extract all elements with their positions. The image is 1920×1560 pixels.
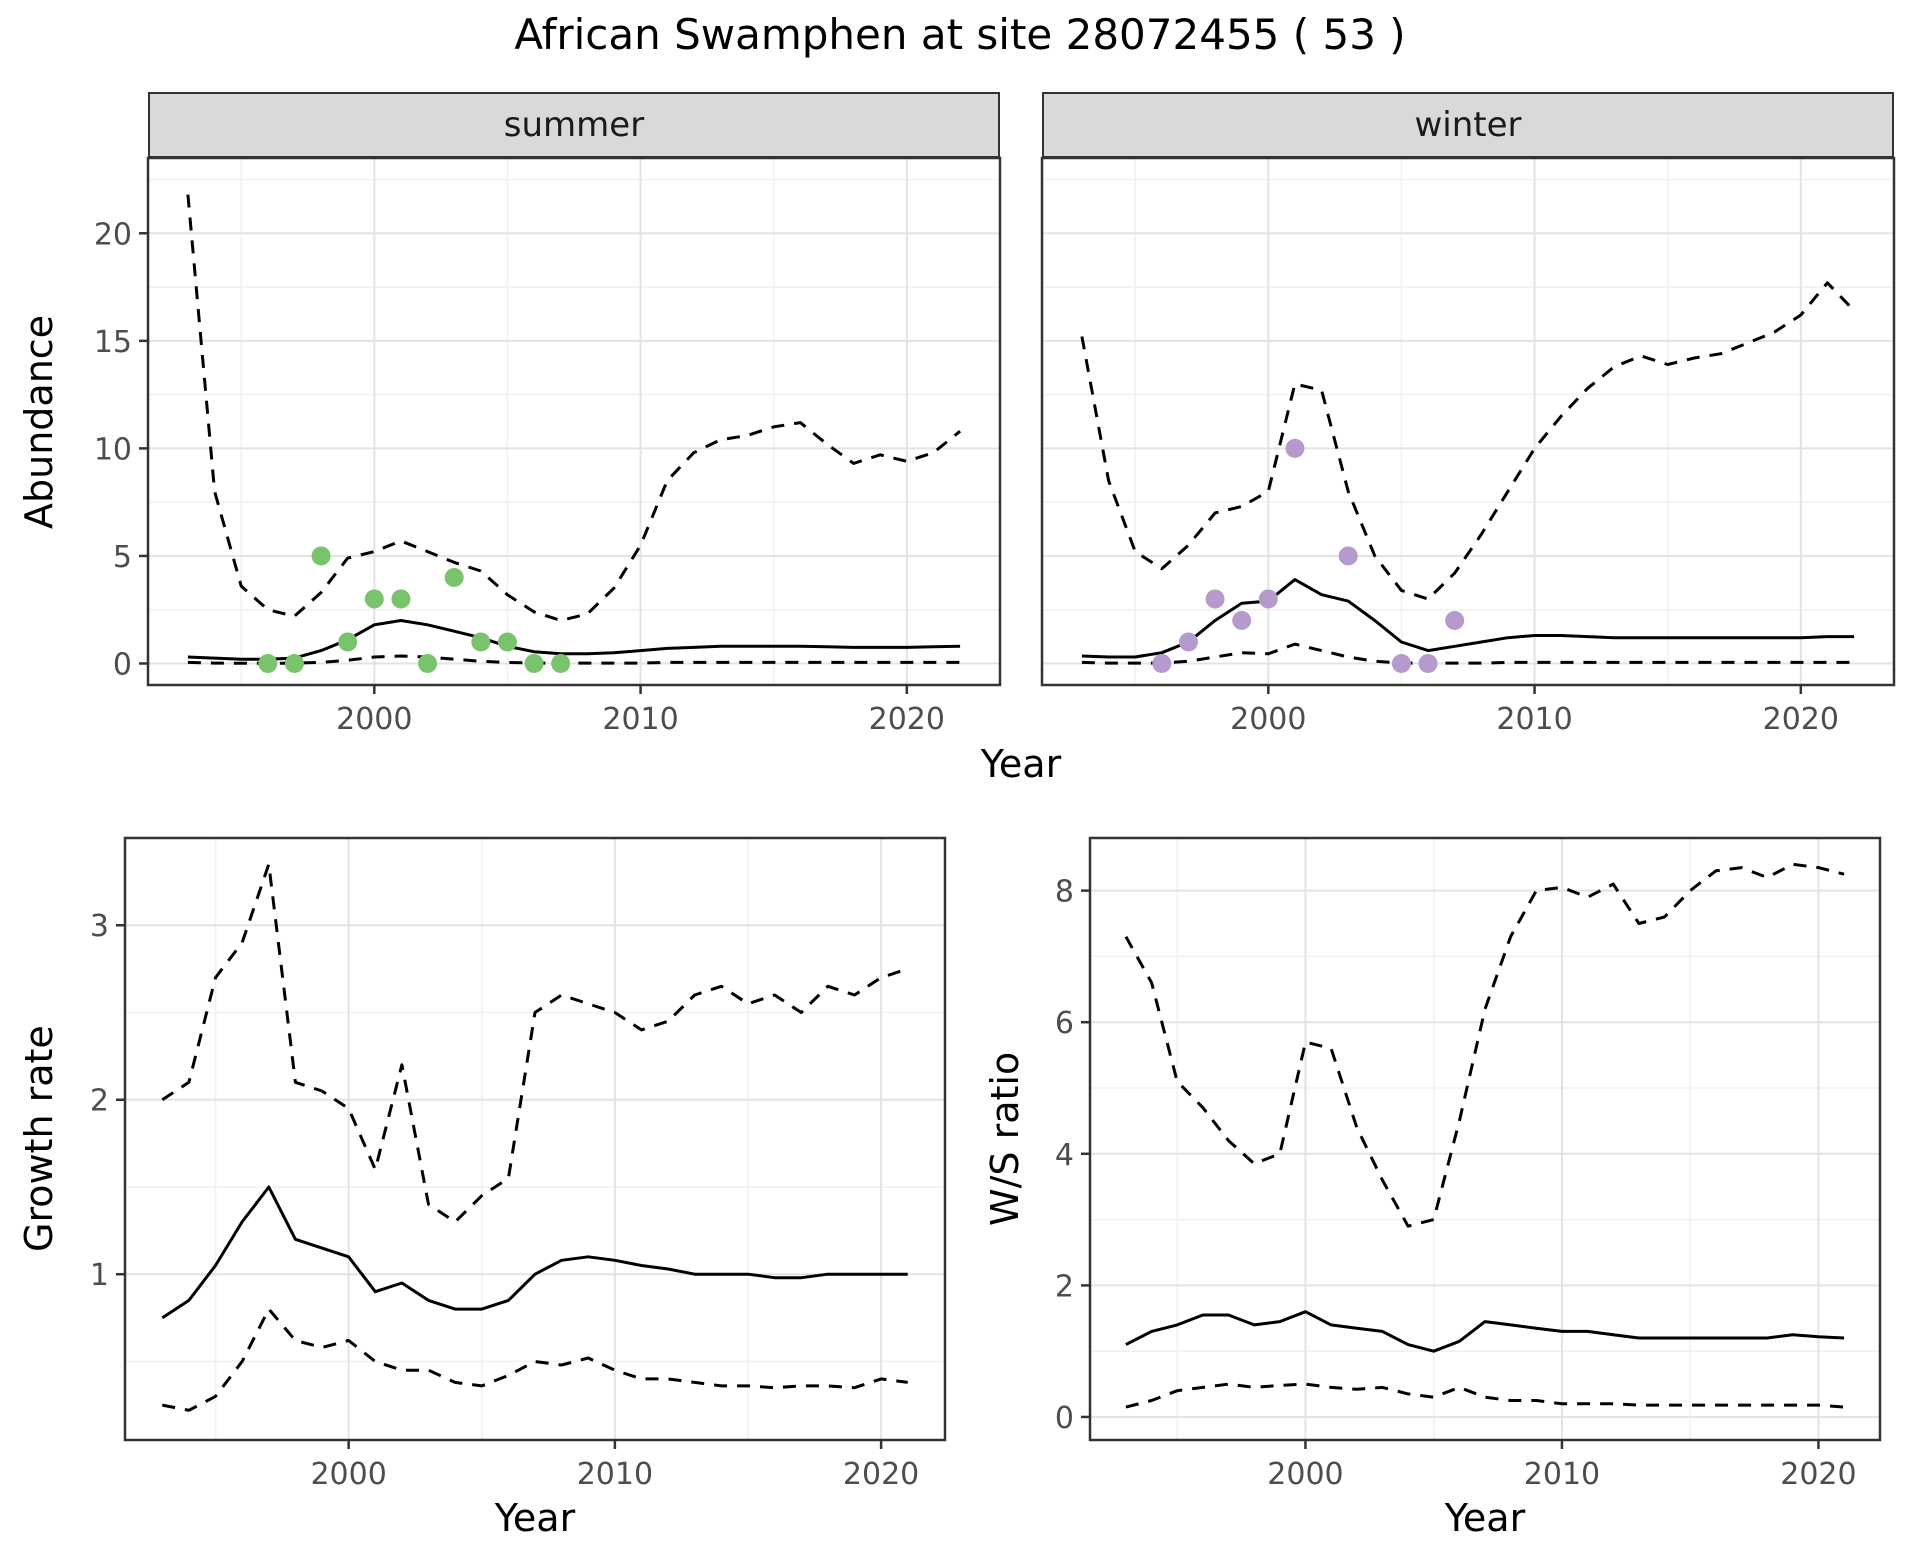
gridlines <box>1042 158 1894 685</box>
x-tick-label: 2000 <box>1267 1457 1343 1492</box>
growth_rate-mean-line <box>161 1185 908 1320</box>
y-tick-label: 0 <box>1055 1401 1074 1436</box>
x-axis-title-top: Year <box>980 742 1062 786</box>
ws_ratio-upper_ci-line <box>1124 862 1845 1228</box>
axis-ws_ratio: 2000 2010 2020 0 2 4 6 8 <box>1055 875 1857 1492</box>
data-point <box>364 589 384 609</box>
x-tick-label: 2020 <box>1763 702 1839 737</box>
y-axis-title-growth: Growth rate <box>17 1025 61 1253</box>
facet-strip-summer: summer <box>148 92 1000 158</box>
growth_rate-lower_ci-line <box>162 1307 908 1412</box>
y-tick-label: 1 <box>90 1258 109 1293</box>
data-point <box>311 546 331 566</box>
y-tick-label: 6 <box>1055 1006 1074 1041</box>
data-point <box>1418 653 1438 673</box>
data-point <box>497 632 517 652</box>
y-tick-label: 2 <box>1055 1269 1074 1304</box>
y-tick-label: 5 <box>113 540 132 575</box>
data-point <box>1152 653 1172 673</box>
axis-abundance_winter: 2000 2010 2020 <box>1230 685 1839 737</box>
growth_rate-upper_ci-line <box>161 862 909 1224</box>
x-tick-label: 2010 <box>1524 1457 1600 1492</box>
ws_ratio-lower_ci-line <box>1125 1382 1845 1409</box>
panel-ws_ratio: 2000 2010 2020 0 2 4 6 8 <box>1055 836 1882 1492</box>
y-axis-title-abundance: Abundance <box>17 314 61 529</box>
abundance_summer-upper_ci-line <box>186 194 962 622</box>
panel-background <box>125 838 945 1440</box>
panel-background <box>1090 838 1880 1440</box>
panel-border <box>1088 836 1882 1442</box>
abundance_summer-mean-line <box>187 619 961 661</box>
y-tick-label: 0 <box>113 647 132 682</box>
abundance_summer-lower_ci-line <box>187 654 961 665</box>
axis-growth_rate: 2000 2010 2020 1 2 3 <box>90 909 919 1492</box>
abundance_winter-upper_ci-line <box>1080 281 1856 601</box>
axis-abundance_summer: 2000 2010 2020 0 5 10 15 20 <box>94 217 945 737</box>
x-tick-label: 2000 <box>310 1457 386 1492</box>
y-tick-label: 3 <box>90 909 109 944</box>
ws_ratio-mean-line <box>1125 1310 1845 1353</box>
data-point <box>1445 610 1465 630</box>
gridlines <box>148 158 1000 685</box>
data-point <box>1285 438 1305 458</box>
data-point <box>551 653 571 673</box>
panel-abundance_winter: 2000 2010 2020 <box>1040 156 1896 737</box>
panel-border <box>146 156 1002 687</box>
data-point <box>258 653 278 673</box>
y-tick-label: 8 <box>1055 875 1074 910</box>
panel-background <box>1042 158 1894 685</box>
observed_counts_summer <box>258 546 571 673</box>
panel-abundance_summer: 2000 2010 2020 0 5 10 15 20 <box>94 156 1002 737</box>
data-point <box>1391 653 1411 673</box>
data-point <box>524 653 544 673</box>
abundance_winter-lower_ci-line <box>1081 642 1855 665</box>
data-point <box>471 632 491 652</box>
y-tick-label: 2 <box>90 1084 109 1119</box>
panel-background <box>148 158 1000 685</box>
x-tick-label: 2010 <box>577 1457 653 1492</box>
x-tick-label: 2010 <box>1496 702 1572 737</box>
y-tick-label: 10 <box>94 432 132 467</box>
x-tick-label: 2020 <box>843 1457 919 1492</box>
x-tick-label: 2020 <box>869 702 945 737</box>
data-point <box>1232 610 1252 630</box>
x-axis-title-ws: Year <box>1444 1496 1526 1540</box>
gridlines <box>1090 838 1880 1440</box>
data-point <box>1338 546 1358 566</box>
y-tick-label: 15 <box>94 325 132 360</box>
facet-strip-winter-label: winter <box>1414 105 1522 145</box>
y-tick-label: 20 <box>94 217 132 252</box>
x-tick-label: 2000 <box>1230 702 1306 737</box>
data-point <box>1178 632 1198 652</box>
data-point <box>418 653 438 673</box>
data-point <box>284 653 304 673</box>
y-tick-label: 4 <box>1055 1138 1074 1173</box>
facet-strip-winter: winter <box>1042 92 1894 158</box>
x-tick-label: 2010 <box>602 702 678 737</box>
x-axis-title-growth: Year <box>494 1496 576 1540</box>
panel-border <box>1040 156 1896 687</box>
panel-growth_rate: 2000 2010 2020 1 2 3 <box>90 836 947 1492</box>
abundance_winter-mean-line <box>1081 578 1855 659</box>
panel-border <box>123 836 947 1442</box>
data-point <box>1205 589 1225 609</box>
y-axis-title-ws: W/S ratio <box>983 1051 1027 1227</box>
facet-strip-summer-label: summer <box>503 105 645 145</box>
data-point <box>444 567 464 587</box>
data-point <box>338 632 358 652</box>
data-point <box>1258 589 1278 609</box>
chart-title: African Swamphen at site 28072455 ( 53 ) <box>514 10 1406 59</box>
observed_counts_winter <box>1152 438 1465 673</box>
x-tick-label: 2000 <box>336 702 412 737</box>
data-point <box>391 589 411 609</box>
x-tick-label: 2020 <box>1780 1457 1856 1492</box>
